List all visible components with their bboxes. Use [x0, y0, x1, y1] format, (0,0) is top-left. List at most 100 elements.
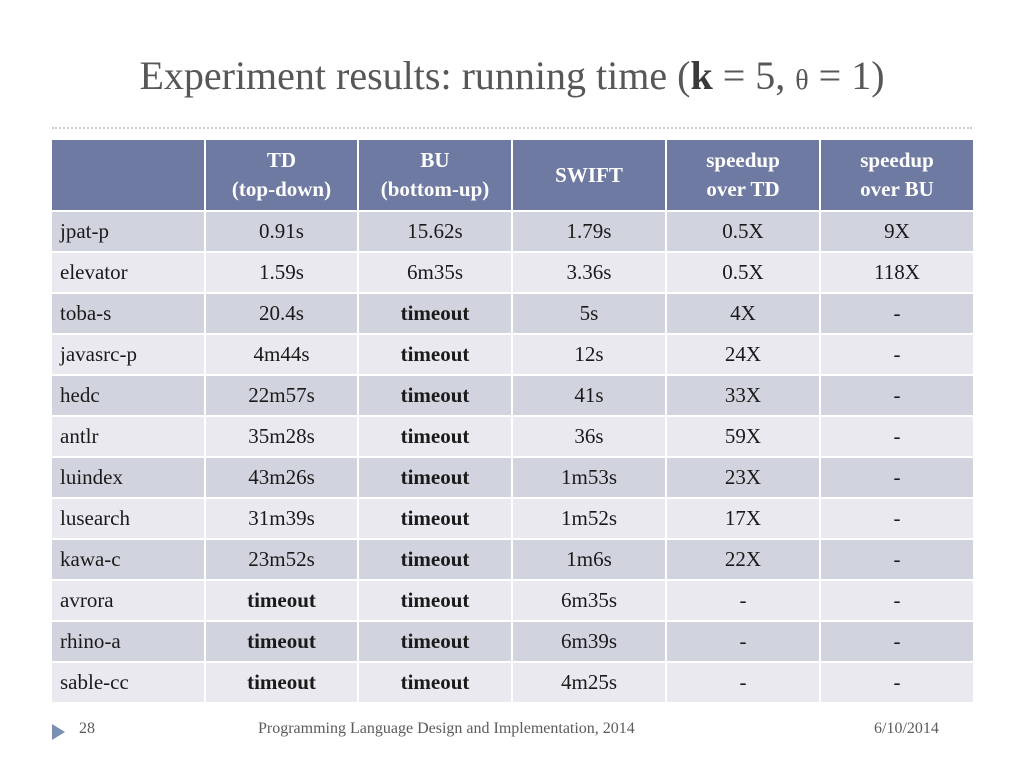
header-line: speedup	[860, 148, 934, 172]
table-cell: 1m6s	[512, 539, 667, 581]
table-cell: 31m39s	[205, 498, 359, 540]
title-theta: θ	[795, 65, 809, 96]
table-cell: timeout	[358, 662, 513, 704]
table-cell: -	[820, 621, 975, 663]
table-cell: 35m28s	[205, 416, 359, 458]
table-row: kawa-c 23m52s timeout 1m6s 22X -	[52, 539, 975, 581]
footer-date: 6/10/2014	[874, 720, 939, 737]
table-cell: timeout	[358, 621, 513, 663]
results-table: TD (top-down) BU (bottom-up) SWIFT speed…	[52, 140, 975, 704]
table-cell: 36s	[512, 416, 667, 458]
table-cell: timeout	[205, 662, 359, 704]
header-line: over TD	[706, 177, 780, 201]
table-cell: -	[820, 293, 975, 335]
page-number: 28	[79, 720, 95, 737]
table-cell: -	[666, 580, 821, 622]
table-header-row: TD (top-down) BU (bottom-up) SWIFT speed…	[52, 140, 975, 212]
table-cell: 23m52s	[205, 539, 359, 581]
title-mid: = 5,	[712, 53, 796, 98]
table-cell: -	[820, 416, 975, 458]
table-row: rhino-a timeout timeout 6m39s - -	[52, 621, 975, 663]
header-line: speedup	[706, 148, 780, 172]
table-cell: 3.36s	[512, 252, 667, 294]
table-cell: 43m26s	[205, 457, 359, 499]
table-cell: 0.91s	[205, 211, 359, 253]
benchmark-name-cell: sable-cc	[52, 662, 206, 704]
table-body: jpat-p 0.91s 15.62s 1.79s 0.5X 9X elevator 1.59…	[52, 211, 975, 704]
table-cell: 17X	[666, 498, 821, 540]
table-cell: 6m35s	[512, 580, 667, 622]
table-cell: -	[820, 457, 975, 499]
table-cell: timeout	[358, 580, 513, 622]
header-cell-swift: SWIFT	[512, 140, 667, 212]
title-k: k	[690, 53, 713, 98]
benchmark-name-cell: antlr	[52, 416, 206, 458]
benchmark-name-cell: toba-s	[52, 293, 206, 335]
table-cell: 6m39s	[512, 621, 667, 663]
table-cell: 4X	[666, 293, 821, 335]
benchmark-name-cell: hedc	[52, 375, 206, 417]
benchmark-name-cell: elevator	[52, 252, 206, 294]
header-cell-speedup-td: speedup over TD	[666, 140, 821, 212]
title-divider	[52, 127, 972, 129]
table-cell: timeout	[358, 498, 513, 540]
table-cell: -	[820, 539, 975, 581]
table-cell: timeout	[358, 334, 513, 376]
table-cell: 4m44s	[205, 334, 359, 376]
table-cell: 22X	[666, 539, 821, 581]
benchmark-name-cell: luindex	[52, 457, 206, 499]
benchmark-name-cell: rhino-a	[52, 621, 206, 663]
table-row: sable-cc timeout timeout 4m25s - -	[52, 662, 975, 704]
table-cell: timeout	[358, 375, 513, 417]
table-cell: 12s	[512, 334, 667, 376]
table-cell: 4m25s	[512, 662, 667, 704]
table-row: avrora timeout timeout 6m35s - -	[52, 580, 975, 622]
table-row: jpat-p 0.91s 15.62s 1.79s 0.5X 9X	[52, 211, 975, 253]
table-cell: 6m35s	[358, 252, 513, 294]
header-cell-benchmark	[52, 140, 206, 212]
table-cell: timeout	[205, 580, 359, 622]
header-cell-td: TD (top-down)	[205, 140, 359, 212]
table-cell: 41s	[512, 375, 667, 417]
table-row: elevator 1.59s 6m35s 3.36s 0.5X 118X	[52, 252, 975, 294]
header-cell-speedup-bu: speedup over BU	[820, 140, 975, 212]
triangle-right-icon	[52, 724, 65, 740]
table-cell: timeout	[358, 416, 513, 458]
table-row: luindex 43m26s timeout 1m53s 23X -	[52, 457, 975, 499]
table-row: toba-s 20.4s timeout 5s 4X -	[52, 293, 975, 335]
table-cell: 1.59s	[205, 252, 359, 294]
table-row: antlr 35m28s timeout 36s 59X -	[52, 416, 975, 458]
title-prefix: Experiment results: running time (	[139, 53, 691, 98]
table-cell: -	[820, 662, 975, 704]
table-cell: 23X	[666, 457, 821, 499]
header-line: BU	[420, 148, 450, 172]
table-cell: 33X	[666, 375, 821, 417]
benchmark-name-cell: javasrc-p	[52, 334, 206, 376]
benchmark-name-cell: avrora	[52, 580, 206, 622]
table-cell: 0.5X	[666, 211, 821, 253]
table-cell: 1m52s	[512, 498, 667, 540]
table-cell: timeout	[205, 621, 359, 663]
table-cell: 59X	[666, 416, 821, 458]
benchmark-name-cell: lusearch	[52, 498, 206, 540]
benchmark-name-cell: kawa-c	[52, 539, 206, 581]
benchmark-name-cell: jpat-p	[52, 211, 206, 253]
table-cell: 22m57s	[205, 375, 359, 417]
table-cell: 5s	[512, 293, 667, 335]
table-row: javasrc-p 4m44s timeout 12s 24X -	[52, 334, 975, 376]
table-cell: timeout	[358, 539, 513, 581]
table-cell: 20.4s	[205, 293, 359, 335]
table-cell: timeout	[358, 457, 513, 499]
table-cell: -	[820, 498, 975, 540]
header-line: over BU	[860, 177, 934, 201]
table-cell: 118X	[820, 252, 975, 294]
table-cell: -	[666, 621, 821, 663]
header-line: (bottom-up)	[380, 177, 490, 201]
table-row: hedc 22m57s timeout 41s 33X -	[52, 375, 975, 417]
table-cell: 24X	[666, 334, 821, 376]
table-cell: 15.62s	[358, 211, 513, 253]
table-cell: 1.79s	[512, 211, 667, 253]
title-suffix: = 1)	[808, 53, 885, 98]
header-line: (top-down)	[231, 177, 332, 201]
slide-title: Experiment results: running time (k = 5,…	[0, 52, 1024, 99]
